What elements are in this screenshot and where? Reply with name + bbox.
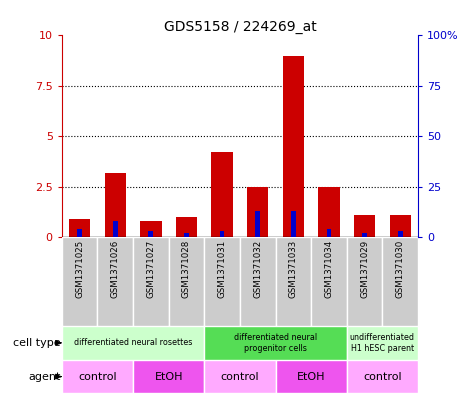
Bar (390, 215, 411, 237)
Bar (104, 173, 126, 237)
Bar (311, 237, 347, 325)
Bar (133, 360, 204, 393)
Text: control: control (220, 372, 259, 382)
Bar (291, 211, 295, 237)
Text: GSM1371032: GSM1371032 (253, 240, 262, 298)
Bar (382, 237, 418, 325)
Text: EtOH: EtOH (297, 372, 325, 382)
Text: differentiated neural rosettes: differentiated neural rosettes (74, 338, 192, 347)
Bar (176, 217, 197, 237)
Bar (204, 237, 240, 325)
Text: agent: agent (28, 372, 61, 382)
Text: GSM1371034: GSM1371034 (324, 240, 333, 298)
Text: GSM1371031: GSM1371031 (218, 240, 227, 298)
Text: GSM1371028: GSM1371028 (182, 240, 191, 298)
Bar (327, 229, 331, 237)
Text: cell type: cell type (13, 338, 61, 348)
Text: control: control (363, 372, 402, 382)
Text: GSM1371029: GSM1371029 (360, 240, 369, 298)
Bar (276, 360, 347, 393)
Bar (77, 229, 82, 237)
Text: GSM1371025: GSM1371025 (75, 240, 84, 298)
Bar (354, 215, 375, 237)
Bar (211, 152, 233, 237)
Bar (283, 55, 304, 237)
Bar (398, 231, 402, 237)
Text: GSM1371026: GSM1371026 (111, 240, 120, 298)
Bar (347, 325, 418, 360)
Bar (247, 187, 268, 237)
Bar (149, 231, 153, 237)
Bar (140, 221, 162, 237)
Bar (97, 237, 133, 325)
Bar (276, 237, 311, 325)
Bar (133, 237, 169, 325)
Text: GSM1371030: GSM1371030 (396, 240, 405, 298)
Text: control: control (78, 372, 117, 382)
Bar (169, 237, 204, 325)
Text: GSM1371027: GSM1371027 (146, 240, 155, 298)
Bar (69, 219, 90, 237)
Text: differentiated neural
progenitor cells: differentiated neural progenitor cells (234, 333, 317, 353)
Bar (318, 187, 340, 237)
Bar (62, 325, 204, 360)
Bar (62, 360, 133, 393)
Bar (240, 237, 276, 325)
Bar (347, 237, 382, 325)
Bar (62, 237, 97, 325)
Bar (347, 360, 418, 393)
Text: undifferentiated
H1 hESC parent: undifferentiated H1 hESC parent (350, 333, 415, 353)
Title: GDS5158 / 224269_at: GDS5158 / 224269_at (163, 20, 316, 34)
Text: GSM1371033: GSM1371033 (289, 240, 298, 298)
Text: EtOH: EtOH (154, 372, 183, 382)
Bar (204, 360, 276, 393)
Bar (113, 221, 117, 237)
Bar (204, 325, 347, 360)
Bar (256, 211, 260, 237)
Bar (220, 231, 224, 237)
Bar (184, 233, 189, 237)
Bar (362, 233, 367, 237)
